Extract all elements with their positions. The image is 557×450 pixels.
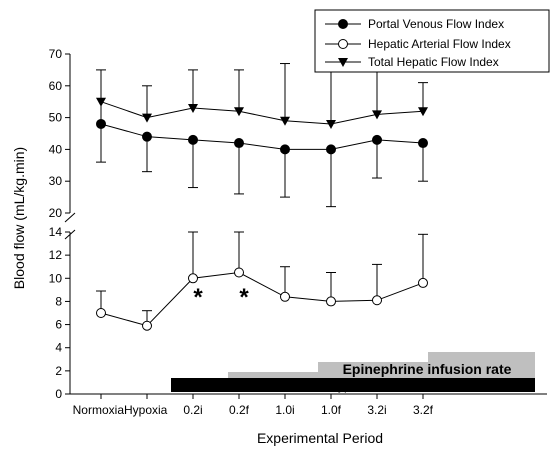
condition-bars: Epinephrine infusion rate Hypoxia	[171, 352, 535, 393]
data-point-total	[142, 113, 152, 123]
y-tick-label: 30	[49, 174, 63, 188]
y-tick-label: 10	[49, 271, 63, 285]
significance-marker: *	[193, 284, 203, 311]
y-axis-label: Blood flow (mL/kg.min)	[11, 147, 27, 289]
data-point-arterial	[234, 267, 244, 278]
series-lines	[100, 101, 424, 327]
epinephrine-bar-step2	[318, 362, 535, 373]
series-line-arterial	[100, 271, 424, 327]
data-point-arterial	[280, 291, 290, 302]
y-tick-label: 20	[49, 206, 63, 220]
data-point-portal	[142, 131, 152, 142]
error-bars	[96, 59, 428, 326]
data-point-total	[326, 119, 336, 129]
x-tick-label: 1.0i	[275, 403, 294, 417]
y-tick-label: 60	[49, 79, 63, 93]
y-tick-label: 0	[55, 387, 62, 401]
x-axis-label: Experimental Period	[257, 430, 383, 446]
data-point-portal	[372, 134, 382, 145]
y-tick-label: 8	[55, 294, 62, 308]
legend-marker-arterial	[338, 39, 348, 49]
significance-marker: *	[239, 284, 249, 311]
x-tick-label: 3.2i	[367, 403, 386, 417]
data-point-portal	[418, 138, 428, 149]
epinephrine-bar-step3	[428, 352, 535, 363]
legend-label-arterial: Hepatic Arterial Flow Index	[368, 37, 511, 51]
epinephrine-bar-step1	[228, 372, 535, 378]
data-point-arterial	[188, 273, 198, 284]
epinephrine-label: Epinephrine infusion rate	[343, 361, 512, 377]
y-tick-label: 40	[49, 142, 63, 156]
legend-label-portal: Portal Venous Flow Index	[368, 17, 504, 31]
data-point-arterial	[372, 295, 382, 306]
hypoxia-label: Hypoxia	[329, 379, 373, 393]
series-line-total	[100, 101, 424, 125]
data-point-total	[280, 116, 290, 126]
data-point-arterial	[418, 277, 428, 288]
data-point-arterial	[96, 308, 106, 318]
data-point-portal	[280, 144, 290, 155]
legend-box	[314, 9, 550, 73]
y-tick-label: 4	[55, 341, 62, 355]
y-tick-label: 50	[49, 111, 63, 125]
data-point-total	[418, 107, 428, 117]
data-point-portal	[326, 144, 336, 155]
x-tick-label: 1.0f	[321, 403, 342, 417]
data-point-arterial	[326, 296, 336, 307]
axis-break-mark	[64, 212, 76, 223]
x-tick-label: Normoxia	[73, 403, 125, 417]
data-point-total	[96, 97, 106, 107]
x-tick-label: 3.2f	[413, 403, 434, 417]
y-tick-label: 14	[49, 225, 63, 239]
x-tick-label: 0.2i	[183, 403, 202, 417]
data-point-arterial	[142, 320, 152, 331]
legend-label-total: Total Hepatic Flow Index	[368, 55, 499, 69]
legend-marker-portal	[338, 19, 348, 29]
legend-marker-total	[338, 58, 348, 67]
data-point-total	[372, 110, 382, 120]
hypoxia-bar	[171, 378, 535, 392]
data-point-portal	[188, 134, 198, 145]
y-tick-label: 6	[55, 318, 62, 332]
data-point-total	[188, 104, 198, 114]
data-point-total	[234, 107, 244, 117]
y-tick-label: 70	[49, 47, 63, 61]
series-line-portal	[100, 123, 424, 150]
legend: Portal Venous Flow Index Hepatic Arteria…	[314, 9, 550, 73]
y-tick-label: 2	[55, 364, 62, 378]
data-point-portal	[234, 138, 244, 149]
x-tick-label: Hypoxia	[124, 403, 168, 417]
data-point-portal	[96, 118, 106, 129]
x-tick-label: 0.2f	[229, 403, 250, 417]
axis-break-mark	[64, 229, 76, 240]
series-markers: * *	[96, 97, 428, 331]
y-tick-label: 12	[49, 248, 63, 262]
